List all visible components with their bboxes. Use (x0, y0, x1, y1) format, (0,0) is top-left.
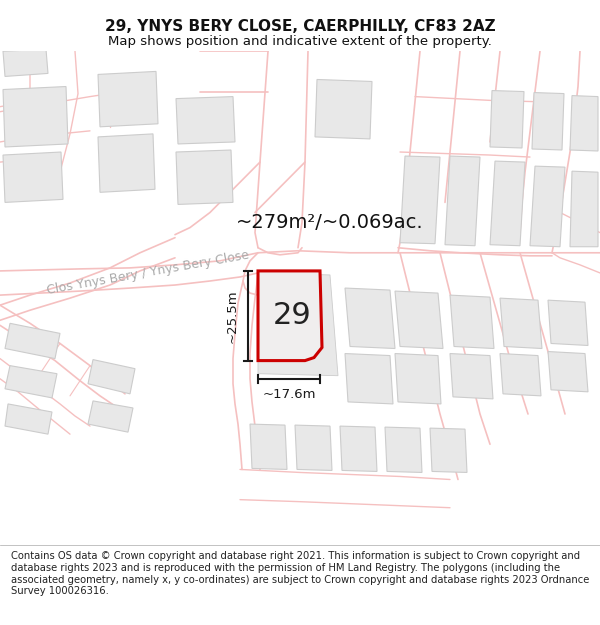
Polygon shape (258, 271, 322, 361)
Text: ~279m²/~0.069ac.: ~279m²/~0.069ac. (236, 213, 424, 232)
Polygon shape (315, 79, 372, 139)
Polygon shape (395, 291, 443, 349)
Polygon shape (490, 161, 525, 246)
Polygon shape (490, 91, 524, 148)
Text: ~25.5m: ~25.5m (226, 289, 239, 342)
Polygon shape (295, 425, 332, 471)
Polygon shape (400, 156, 440, 244)
Polygon shape (176, 97, 235, 144)
Polygon shape (500, 354, 541, 396)
Polygon shape (5, 404, 52, 434)
Polygon shape (3, 152, 63, 202)
Polygon shape (3, 86, 68, 147)
Text: Contains OS data © Crown copyright and database right 2021. This information is : Contains OS data © Crown copyright and d… (11, 551, 589, 596)
Polygon shape (250, 424, 287, 469)
Polygon shape (88, 359, 135, 394)
Polygon shape (98, 71, 158, 127)
Polygon shape (258, 273, 338, 376)
Polygon shape (445, 156, 480, 246)
Polygon shape (385, 427, 422, 472)
Polygon shape (98, 134, 155, 192)
Polygon shape (340, 426, 377, 471)
Text: 29, YNYS BERY CLOSE, CAERPHILLY, CF83 2AZ: 29, YNYS BERY CLOSE, CAERPHILLY, CF83 2A… (104, 19, 496, 34)
Polygon shape (176, 150, 233, 204)
Polygon shape (570, 96, 598, 151)
Text: 29: 29 (272, 301, 311, 330)
Polygon shape (450, 295, 494, 349)
Text: Clos Ynys Bery / Ynys Bery Close: Clos Ynys Bery / Ynys Bery Close (46, 249, 250, 297)
Text: ~17.6m: ~17.6m (262, 388, 316, 401)
Polygon shape (500, 298, 542, 349)
Polygon shape (5, 366, 57, 398)
Polygon shape (430, 428, 467, 472)
Text: Map shows position and indicative extent of the property.: Map shows position and indicative extent… (108, 36, 492, 48)
Polygon shape (450, 354, 493, 399)
Polygon shape (88, 401, 133, 432)
Polygon shape (570, 171, 598, 247)
Polygon shape (345, 354, 393, 404)
Polygon shape (532, 92, 564, 150)
Polygon shape (548, 300, 588, 346)
Polygon shape (395, 354, 441, 404)
Polygon shape (345, 288, 395, 349)
Polygon shape (548, 351, 588, 392)
Polygon shape (3, 49, 48, 76)
Polygon shape (5, 323, 60, 359)
Polygon shape (530, 166, 565, 247)
